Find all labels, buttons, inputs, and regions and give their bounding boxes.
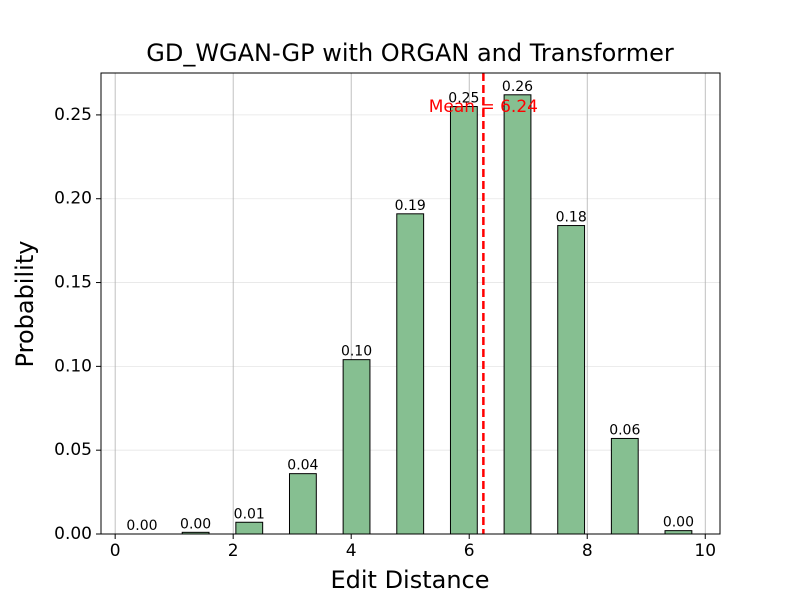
chart-title: GD_WGAN-GP with ORGAN and Transformer [146,39,674,67]
x-tick-label: 0 [110,541,121,561]
x-tick-label: 6 [464,541,475,561]
value-label: 0.01 [234,506,265,522]
bar [396,213,425,535]
bar [610,437,639,535]
plot-frame [100,72,721,535]
value-label: 0.19 [395,198,426,214]
bar [557,225,586,535]
y-tick-label: 0.20 [54,189,92,209]
y-tick-label: 0.10 [54,356,92,376]
x-tick-label: 10 [694,541,716,561]
value-label: 0.00 [663,515,694,531]
value-label: 0.18 [556,210,587,226]
value-label: 0.25 [448,91,479,107]
value-label: 0.00 [180,516,211,532]
value-label: 0.06 [609,422,640,438]
y-tick-label: 0.15 [54,273,92,293]
y-tick-label: 0.25 [54,105,92,125]
bar [449,106,478,535]
bar [288,473,317,535]
value-label: 0.26 [502,79,533,95]
bar [235,521,264,535]
x-tick-label: 8 [582,541,593,561]
x-axis-label: Edit Distance [330,566,489,594]
bar [664,530,693,535]
mean-label: Mean = 6.24 [429,97,538,117]
y-tick-label: 0.00 [54,524,92,544]
bar [342,359,371,535]
value-label: 0.10 [341,344,372,360]
x-tick-label: 4 [346,541,357,561]
y-tick-label: 0.05 [54,440,92,460]
value-label: 0.00 [126,518,157,534]
x-tick-label: 2 [228,541,239,561]
bar [503,94,532,535]
y-axis-label: Probability [11,241,39,368]
value-label: 0.04 [287,458,318,474]
